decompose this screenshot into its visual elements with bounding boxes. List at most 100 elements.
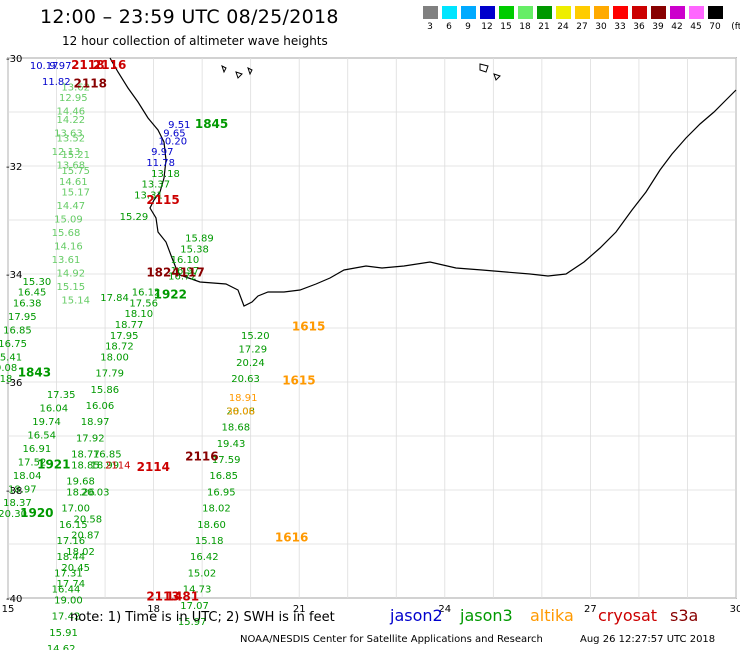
swh-value-label: 18.44 bbox=[57, 552, 86, 563]
swh-value-label: 20.87 bbox=[71, 531, 100, 542]
pass-time-label: 2116 bbox=[185, 449, 218, 463]
swh-value-label: 17.95 bbox=[8, 312, 37, 323]
island-4 bbox=[479, 63, 489, 73]
scale-swatch bbox=[707, 6, 723, 19]
swh-value-label: 20.30 bbox=[0, 509, 27, 520]
pass-time-label: 2114 bbox=[137, 460, 170, 474]
swh-value-label: 2114 bbox=[105, 460, 130, 471]
swh-value-label: 16.42 bbox=[190, 552, 219, 563]
swh-value-label: 19.74 bbox=[32, 417, 61, 428]
swh-value-label: 18.10 bbox=[124, 309, 153, 320]
swh-value-label: 17.07 bbox=[180, 601, 209, 612]
swh-value-label: 17.79 bbox=[95, 369, 124, 380]
swh-value-label: 16.85 bbox=[3, 325, 32, 336]
swh-value-label: 18.60 bbox=[197, 520, 226, 531]
swh-value-label: 20.03 bbox=[81, 487, 110, 498]
lon-tick-label: 24 bbox=[438, 604, 451, 615]
scale-label: 6 bbox=[446, 22, 452, 32]
scale-label: 27 bbox=[576, 22, 588, 32]
lon-tick-label: 15 bbox=[2, 604, 15, 615]
scale-label: 3 bbox=[427, 22, 433, 32]
scale-swatch bbox=[536, 6, 552, 19]
swh-value-label: 19.68 bbox=[66, 477, 95, 488]
swh-value-label: 16.18 bbox=[0, 374, 12, 385]
swh-value-label: 18.91 bbox=[229, 393, 258, 404]
scale-swatch bbox=[479, 6, 495, 19]
scale-swatch bbox=[517, 6, 533, 19]
swh-value-label: 16.12 bbox=[132, 288, 161, 299]
swh-value-label: 14.61 bbox=[59, 177, 88, 188]
swh-value-label: 15.14 bbox=[61, 296, 90, 307]
swh-value-label: 11.82 bbox=[42, 77, 71, 88]
lat-tick-label: -34 bbox=[6, 270, 22, 281]
swh-value-label: 20.24 bbox=[236, 358, 265, 369]
scale-swatch bbox=[441, 6, 457, 19]
scale-label: 36 bbox=[633, 22, 645, 32]
swh-value-label: 18.85 bbox=[71, 460, 100, 471]
swh-value-label: 15.30 bbox=[23, 277, 52, 288]
scale-swatch bbox=[688, 6, 704, 19]
pass-time-label: 2115 bbox=[146, 193, 179, 207]
lon-tick-label: 21 bbox=[293, 604, 306, 615]
swh-value-label: 16.85 bbox=[93, 450, 122, 461]
swh-value-label: 15.09 bbox=[54, 215, 83, 226]
swh-value-label: 15.97 bbox=[178, 617, 207, 628]
swh-value-label: 15.20 bbox=[241, 331, 270, 342]
swh-value-label: 17.95 bbox=[110, 331, 139, 342]
swh-value-label: 15.91 bbox=[49, 628, 78, 639]
scale-label: 45 bbox=[690, 22, 702, 32]
scale-swatch bbox=[460, 6, 476, 19]
swh-value-label: 18.26 bbox=[66, 487, 95, 498]
swh-value-label: 18.68 bbox=[222, 423, 251, 434]
pass-time-label: 1481 bbox=[166, 590, 199, 604]
pass-time-label: 1845 bbox=[195, 117, 228, 131]
swh-value-label: 14.16 bbox=[54, 242, 83, 253]
altimeter-tracks: 10.179.9711.829.519.6510.209.9711.7813.1… bbox=[0, 61, 270, 650]
lat-tick-label: -30 bbox=[6, 54, 22, 65]
swh-value-label: 16.44 bbox=[52, 585, 81, 596]
swh-value-label: 15.17 bbox=[61, 188, 90, 199]
mission-legend-jason2: jason2 bbox=[390, 606, 443, 625]
generated-timestamp: Aug 26 12:27:57 UTC 2018 bbox=[580, 634, 716, 645]
swh-value-label: 16.75 bbox=[0, 339, 27, 350]
lat-tick-label: -36 bbox=[6, 378, 22, 389]
swh-value-label: 17.59 bbox=[212, 455, 241, 466]
pass-time-label: 2113 bbox=[146, 590, 179, 604]
swh-value-label: 14.62 bbox=[47, 644, 76, 650]
swh-value-label: 15.02 bbox=[188, 568, 217, 579]
swh-value-label: 15.29 bbox=[120, 212, 149, 223]
lat-tick-label: -40 bbox=[6, 594, 22, 605]
swh-value-label: 14.22 bbox=[57, 115, 86, 126]
swh-value-label: 17.31 bbox=[54, 568, 83, 579]
lat-tick-label: -32 bbox=[6, 162, 22, 173]
swh-value-label: 13.68 bbox=[57, 161, 86, 172]
swh-value-label: 18.77 bbox=[115, 320, 144, 331]
swh-value-label: 13.37 bbox=[141, 180, 170, 191]
swh-value-label: 17.52 bbox=[18, 458, 47, 469]
swh-value-label: 16.95 bbox=[207, 487, 236, 498]
swh-value-label: 9.97 bbox=[49, 61, 71, 72]
swh-value-label: 14.47 bbox=[57, 201, 86, 212]
pass-time-label: 1616 bbox=[275, 530, 308, 544]
swh-value-label: 16.97 bbox=[171, 266, 200, 277]
scale-swatch bbox=[498, 6, 514, 19]
pass-time-label: 1615 bbox=[292, 320, 325, 334]
swh-value-label: 16.04 bbox=[40, 404, 69, 415]
scale-label: 21 bbox=[538, 22, 550, 32]
coastline bbox=[109, 57, 737, 307]
pass-time-label: 1922 bbox=[154, 287, 187, 301]
swh-value-label: 17.92 bbox=[76, 433, 105, 444]
scale-swatch bbox=[555, 6, 571, 19]
swh-value-label: 13.52 bbox=[57, 134, 86, 145]
lon-tick-label: 30 bbox=[730, 604, 740, 615]
pass-time-label: 1824117 bbox=[146, 266, 204, 280]
mission-legend-s3a: s3a bbox=[670, 606, 699, 625]
scale-label: 39 bbox=[652, 22, 664, 32]
scale-label: 42 bbox=[671, 22, 683, 32]
mission-legend-altika: altika bbox=[530, 606, 574, 625]
swh-value-label: 16.45 bbox=[18, 288, 47, 299]
swh-value-label: 15.18 bbox=[195, 536, 224, 547]
swh-value-label: 15.15 bbox=[57, 282, 86, 293]
island-3 bbox=[247, 67, 253, 76]
